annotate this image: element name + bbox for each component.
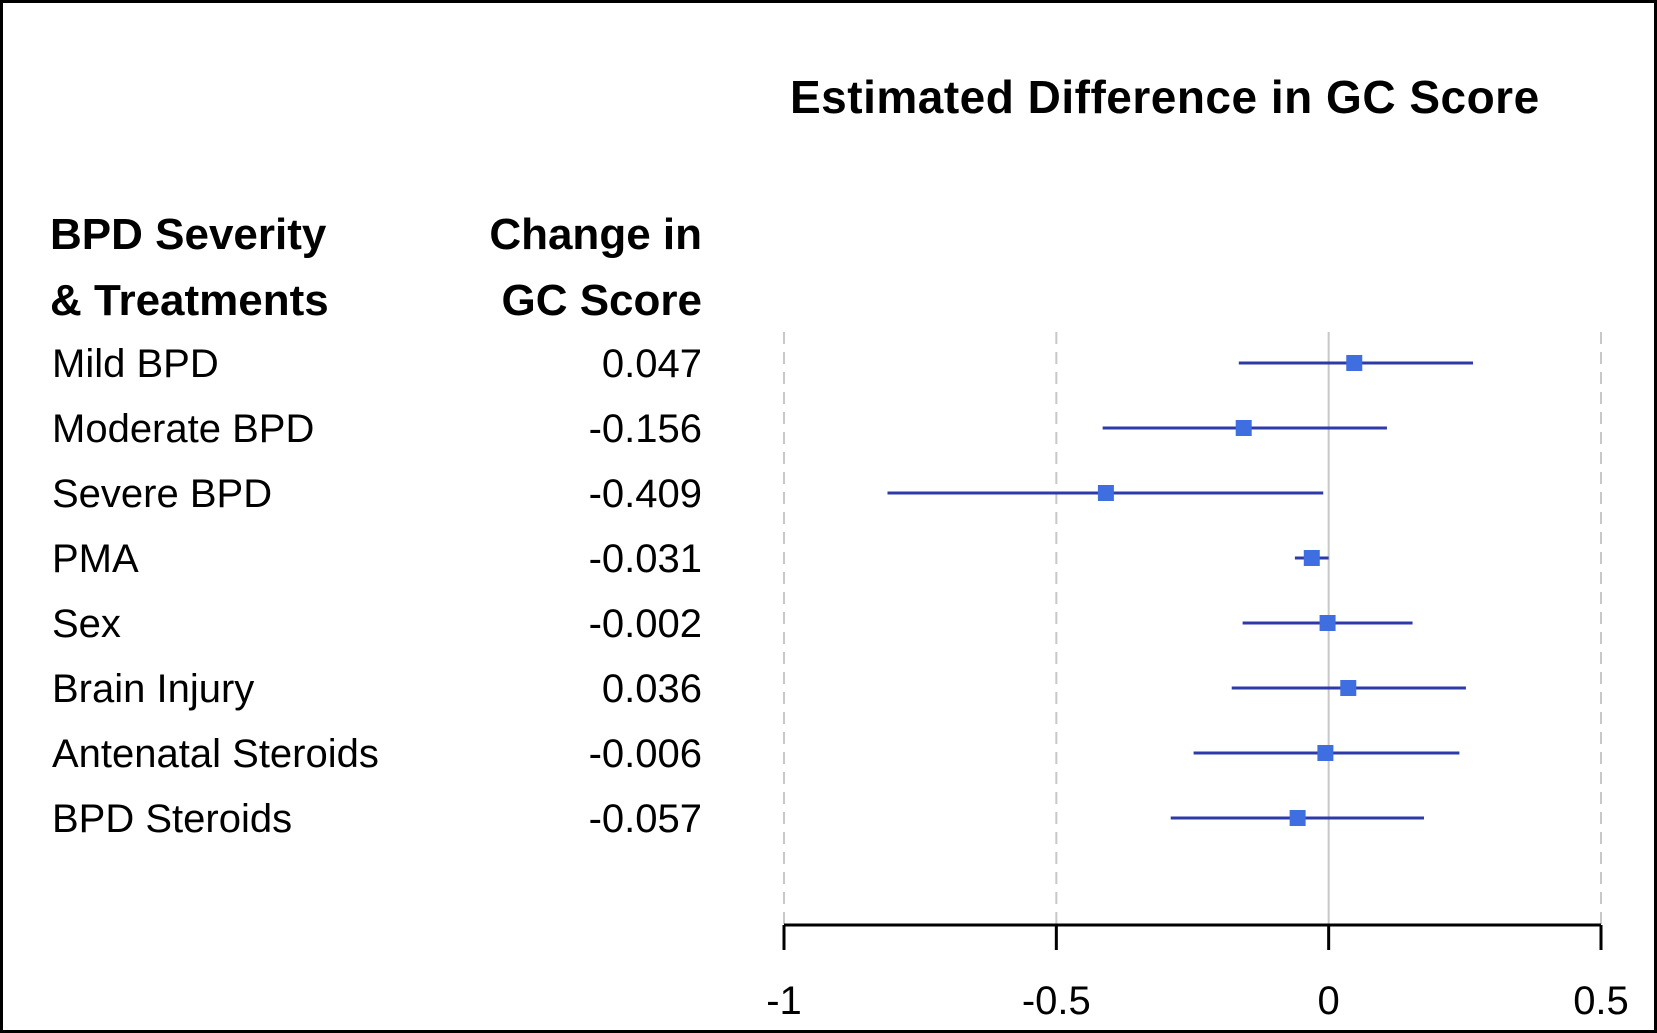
chart-title: Estimated Difference in GC Score <box>790 71 1540 123</box>
value-header-line-1: Change in <box>489 210 702 259</box>
x-tick-label: 0 <box>1318 979 1340 1023</box>
row-label: Mild BPD <box>52 342 219 386</box>
x-tick-label: -1 <box>766 979 802 1023</box>
row-label: Moderate BPD <box>52 407 315 451</box>
x-tick-label: 0.5 <box>1573 979 1629 1023</box>
row-value: 0.047 <box>601 342 702 386</box>
row-value: 0.036 <box>601 667 702 711</box>
x-tick-label: -0.5 <box>1022 979 1091 1023</box>
estimate-point <box>1340 680 1357 696</box>
estimate-point <box>1346 355 1363 371</box>
value-column-header: Change in GC Score <box>440 202 702 334</box>
estimate-point <box>1289 810 1306 826</box>
row-value: -0.156 <box>588 407 702 451</box>
value-header-line-2: GC Score <box>501 276 702 325</box>
row-label: Severe BPD <box>52 472 273 516</box>
row-value: -0.006 <box>588 732 702 776</box>
label-header-line-2: & Treatments <box>50 276 329 325</box>
row-value: -0.057 <box>588 797 702 841</box>
row-value: -0.002 <box>588 602 702 646</box>
label-column-header: BPD Severity & Treatments <box>50 202 329 334</box>
row-value: -0.409 <box>588 472 702 516</box>
estimate-point <box>1317 745 1334 761</box>
row-label: Sex <box>52 602 121 646</box>
label-header-line-1: BPD Severity <box>50 210 327 259</box>
estimate-point <box>1097 485 1114 501</box>
row-label: Antenatal Steroids <box>52 732 379 776</box>
estimate-point <box>1319 615 1336 631</box>
row-label: Brain Injury <box>52 667 255 711</box>
row-label: PMA <box>52 537 139 581</box>
row-value: -0.031 <box>588 537 702 581</box>
estimate-marks <box>887 355 1474 826</box>
grid-lines <box>783 332 1602 925</box>
row-label: BPD Steroids <box>52 797 293 841</box>
x-axis: -1 -0.5 0 0.5 <box>766 923 1629 1023</box>
estimate-point <box>1235 420 1252 436</box>
estimate-point <box>1303 550 1320 566</box>
